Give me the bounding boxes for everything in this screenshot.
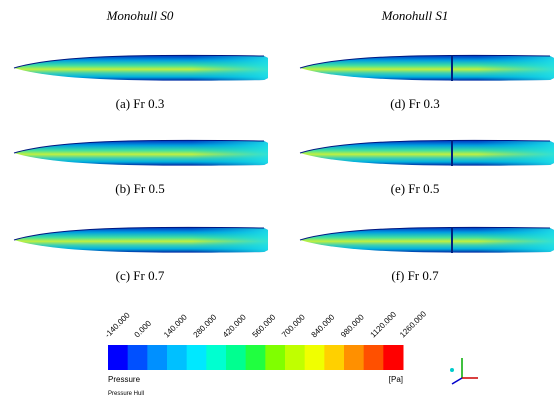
colorbar-segment — [324, 345, 344, 370]
hull-contour — [300, 227, 554, 252]
colorbar-segment — [226, 345, 246, 370]
column-title: Monohull S1 — [381, 8, 449, 23]
colorbar-segment — [285, 345, 305, 370]
caption: (e) Fr 0.5 — [391, 181, 440, 196]
colorbar-segment — [246, 345, 266, 370]
figure: Monohull S0 (a) Fr 0.3 (b) Fr 0.5 (c) Fr 0.… — [0, 0, 558, 403]
caption: (f) Fr 0.7 — [391, 268, 439, 283]
caption: (d) Fr 0.3 — [390, 96, 439, 111]
axis-triad — [450, 358, 478, 384]
colorbar-segment — [128, 345, 148, 370]
colorbar-label: Pressure — [108, 375, 141, 384]
colorbar-segment — [305, 345, 325, 370]
caption: (c) Fr 0.7 — [116, 268, 165, 283]
colorbar-tick: 140.000 — [162, 312, 189, 339]
colorbar-segment — [167, 345, 187, 370]
colorbar-segment — [383, 345, 403, 370]
colorbar-segment — [206, 345, 226, 370]
caption: (b) Fr 0.5 — [115, 181, 164, 196]
colorbar-tick: 700.000 — [280, 312, 307, 339]
colorbar-tick: 1120.000 — [369, 309, 399, 339]
colorbar-subtitle: Pressure Hull — [108, 391, 144, 397]
hull-contour — [14, 55, 268, 80]
hull-contour — [14, 227, 268, 252]
colorbar-segment — [187, 345, 207, 370]
colorbar-segment — [147, 345, 167, 370]
colorbar-segment — [265, 345, 285, 370]
hull-contour — [14, 140, 268, 165]
colorbar-tick: 280.000 — [192, 312, 219, 339]
colorbar-tick: -140.000 — [103, 310, 132, 339]
colorbar-segment — [364, 345, 384, 370]
panels: Monohull S0 (a) Fr 0.3 (b) Fr 0.5 (c) Fr 0.… — [14, 8, 554, 283]
column-title: Monohull S0 — [106, 8, 174, 23]
colorbar-tick: 0.000 — [133, 319, 154, 340]
colorbar-tick: 840.000 — [310, 312, 337, 339]
colorbar-tick: 1260.000 — [398, 309, 428, 339]
colorbar-tick: 980.000 — [339, 312, 366, 339]
colorbar-tick: 420.000 — [221, 312, 248, 339]
caption: (a) Fr 0.3 — [116, 96, 165, 111]
colorbar-segment — [344, 345, 364, 370]
colorbar-segment — [108, 345, 128, 370]
colorbar-unit: [Pa] — [389, 375, 403, 384]
hull-contour — [300, 140, 554, 165]
colorbar-tick: 560.000 — [251, 312, 278, 339]
hull-contour — [300, 55, 554, 80]
